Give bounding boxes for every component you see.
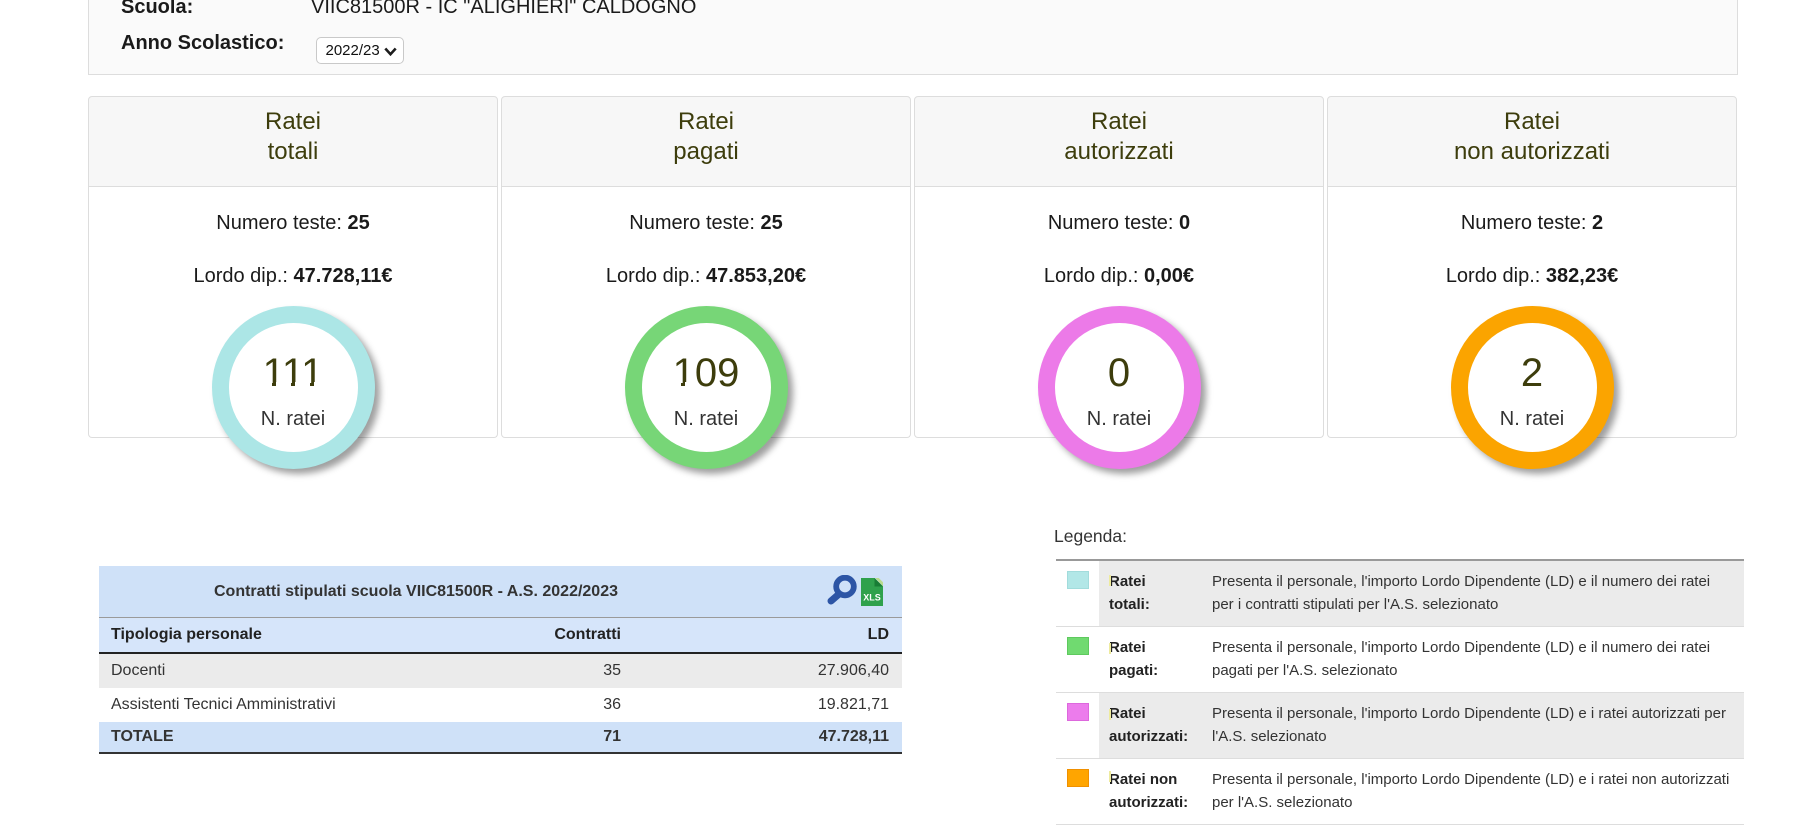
- svg-text:XLS: XLS: [863, 593, 881, 603]
